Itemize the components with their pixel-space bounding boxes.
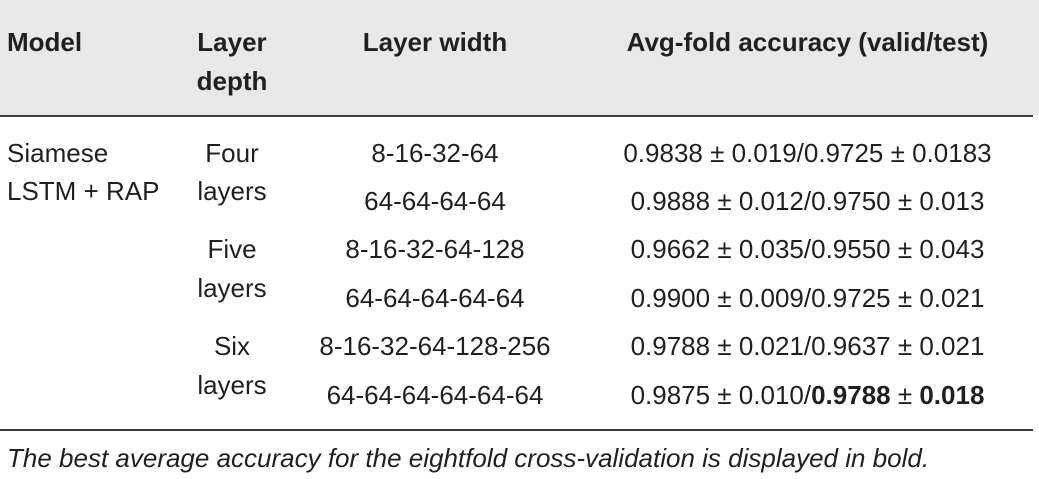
header-width: Layer width bbox=[362, 27, 508, 57]
model-name-line1: Siamese bbox=[7, 138, 109, 168]
row-6-accuracy-valid: 0.9875 ± 0.010/ bbox=[630, 380, 812, 410]
table-bottom-rule bbox=[0, 429, 1033, 431]
depth-five-line2: layers bbox=[197, 273, 267, 303]
depth-six-line2: layers bbox=[197, 370, 267, 400]
row-6-accuracy-test-std-best: 0.018 bbox=[919, 380, 985, 410]
row-2-accuracy: 0.9888 ± 0.012/0.9750 ± 0.013 bbox=[630, 186, 985, 216]
header-depth-line1: Layer bbox=[197, 27, 267, 57]
row-5-width: 8-16-32-64-128-256 bbox=[319, 331, 551, 361]
header-model: Model bbox=[7, 27, 83, 57]
row-1-accuracy: 0.9838 ± 0.019/0.9725 ± 0.0183 bbox=[623, 138, 992, 168]
row-6-accuracy-test-best: 0.9788 bbox=[811, 380, 891, 410]
row-6-accuracy: 0.9875 ± 0.010/0.9788 ± 0.018 bbox=[580, 376, 1035, 414]
row-3-width: 8-16-32-64-128 bbox=[345, 234, 525, 264]
depth-five-line1: Five bbox=[207, 234, 257, 264]
row-5-accuracy: 0.9788 ± 0.021/0.9637 ± 0.021 bbox=[630, 331, 985, 361]
depth-four-line2: layers bbox=[197, 176, 267, 206]
row-4-accuracy: 0.9900 ± 0.009/0.9725 ± 0.021 bbox=[630, 283, 985, 313]
table-header-band bbox=[0, 0, 1039, 115]
row-6-width: 64-64-64-64-64-64 bbox=[326, 380, 544, 410]
depth-four-line1: Four bbox=[205, 138, 259, 168]
table-caption: The best average accuracy for the eightf… bbox=[7, 443, 930, 473]
depth-six-line1: Six bbox=[213, 331, 251, 361]
header-rule bbox=[0, 115, 1033, 117]
header-accuracy: Avg-fold accuracy (valid/test) bbox=[626, 27, 989, 57]
row-4-width: 64-64-64-64-64 bbox=[345, 283, 525, 313]
row-3-accuracy: 0.9662 ± 0.035/0.9550 ± 0.043 bbox=[630, 234, 985, 264]
row-2-width: 64-64-64-64 bbox=[364, 186, 506, 216]
row-1-width: 8-16-32-64 bbox=[371, 138, 499, 168]
model-name-line2: LSTM + RAP bbox=[7, 176, 160, 206]
header-depth-line2: depth bbox=[196, 66, 268, 96]
row-6-accuracy-pm: ± bbox=[890, 380, 920, 410]
